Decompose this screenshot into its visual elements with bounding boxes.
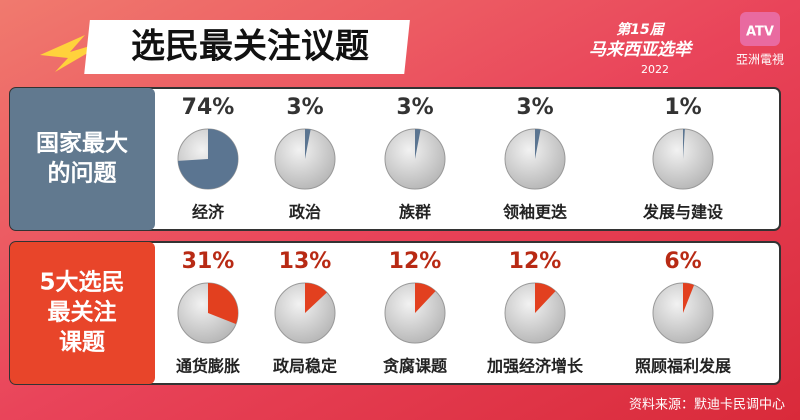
category-label: 领袖更迭 <box>503 203 567 222</box>
value-label: 12% <box>509 249 562 274</box>
panel-label-box <box>10 88 155 230</box>
brand-logo <box>740 12 780 46</box>
brand: ATV <box>746 25 774 40</box>
pie-slice <box>208 283 238 325</box>
panel-label-box <box>10 242 155 384</box>
value-label: 13% <box>279 249 332 274</box>
category-label: 贪腐课题 <box>382 357 448 376</box>
pie-slice <box>415 129 421 159</box>
value-label: 3% <box>286 95 323 120</box>
pie-slice <box>683 129 685 159</box>
row-title: 课题 <box>59 330 105 356</box>
value-label: 6% <box>664 249 701 274</box>
category-label: 加强经济增长 <box>486 357 584 376</box>
pie-slice <box>535 283 556 313</box>
source: 资料来源：默迪卡民调中心 <box>629 397 785 413</box>
value-label: 31% <box>182 249 235 274</box>
pie-slice <box>535 129 541 159</box>
brand-name: 亞洲電視 <box>736 52 784 67</box>
pie-slice <box>305 283 327 313</box>
pie-slice <box>305 129 311 159</box>
pie-slice <box>683 283 695 313</box>
header-title: 选民最关注议题 <box>131 27 369 67</box>
bolt-icon <box>40 35 110 72</box>
category-label: 政局稳定 <box>273 357 337 376</box>
category-label: 政治 <box>289 203 321 222</box>
value-label: 3% <box>516 95 553 120</box>
category-label: 照顾福利发展 <box>635 357 732 376</box>
pie-slice <box>415 283 436 313</box>
value-label: 74% <box>182 95 235 120</box>
row-title: 5大选民 <box>39 270 124 296</box>
row-title: 的问题 <box>48 160 117 187</box>
row-title: 国家最大 <box>36 130 128 157</box>
category-label: 通货膨胀 <box>176 357 240 376</box>
value-label: 3% <box>396 95 433 120</box>
category-label: 经济 <box>192 203 225 222</box>
category-label: 族群 <box>399 203 431 222</box>
logo-edition: 第15届 <box>616 21 665 38</box>
category-label: 发展与建设 <box>642 203 724 222</box>
title-box <box>84 20 410 74</box>
row-title: 最关注 <box>48 299 117 326</box>
logo-year: 2022 <box>641 63 669 76</box>
pie-slice <box>178 129 239 189</box>
value-label: 12% <box>389 249 442 274</box>
value-label: 1% <box>664 95 701 120</box>
logo-title: 马来西亚选举 <box>589 40 694 60</box>
